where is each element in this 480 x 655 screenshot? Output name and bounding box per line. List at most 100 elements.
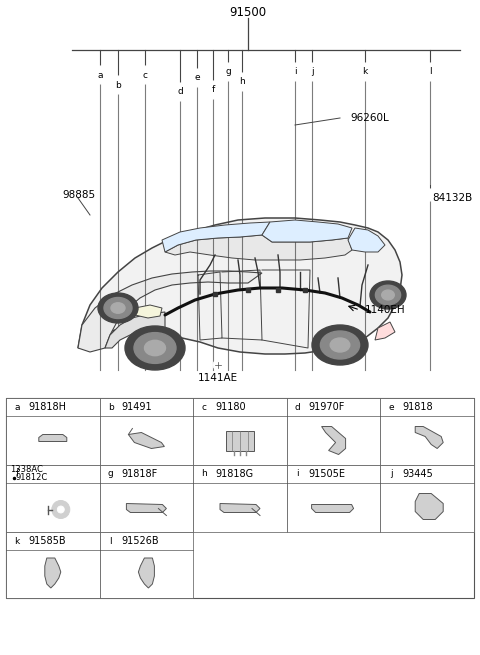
Text: f: f xyxy=(211,86,215,94)
Text: a: a xyxy=(14,403,20,411)
Ellipse shape xyxy=(111,303,125,313)
Bar xyxy=(193,398,287,465)
Text: 1338AC: 1338AC xyxy=(10,464,43,474)
Circle shape xyxy=(356,63,374,81)
Circle shape xyxy=(171,83,189,101)
Text: b: b xyxy=(115,81,121,90)
Circle shape xyxy=(197,400,211,414)
Polygon shape xyxy=(126,504,167,512)
Bar xyxy=(380,398,474,465)
Bar xyxy=(6,532,100,598)
Text: 91505E: 91505E xyxy=(309,469,346,479)
Polygon shape xyxy=(375,322,395,340)
Text: 91818F: 91818F xyxy=(121,469,158,479)
Text: k: k xyxy=(362,67,368,77)
Ellipse shape xyxy=(134,333,176,364)
Ellipse shape xyxy=(375,285,401,305)
Text: j: j xyxy=(311,67,313,77)
Text: h: h xyxy=(239,77,245,86)
Polygon shape xyxy=(415,493,443,519)
Bar xyxy=(287,398,380,465)
Text: 84132B: 84132B xyxy=(432,193,472,203)
Text: g: g xyxy=(225,67,231,77)
Text: f: f xyxy=(15,470,19,479)
Bar xyxy=(100,398,193,465)
Polygon shape xyxy=(348,228,385,252)
Polygon shape xyxy=(39,434,67,441)
Polygon shape xyxy=(415,426,443,449)
Text: e: e xyxy=(194,73,200,83)
Bar xyxy=(6,398,474,598)
Circle shape xyxy=(57,506,64,513)
Text: 91180: 91180 xyxy=(215,402,246,412)
Ellipse shape xyxy=(312,325,368,365)
Polygon shape xyxy=(165,235,352,260)
Text: a: a xyxy=(97,71,103,79)
Ellipse shape xyxy=(125,326,185,370)
Text: 91812C: 91812C xyxy=(16,474,48,483)
Text: 91500: 91500 xyxy=(229,5,266,18)
Polygon shape xyxy=(128,432,164,449)
Polygon shape xyxy=(138,558,155,588)
Text: e: e xyxy=(389,403,394,411)
Text: l: l xyxy=(429,67,432,77)
Text: j: j xyxy=(390,470,393,479)
Circle shape xyxy=(291,467,305,481)
Text: k: k xyxy=(14,536,20,546)
Text: 91970F: 91970F xyxy=(309,402,345,412)
Bar xyxy=(380,465,474,532)
Circle shape xyxy=(197,467,211,481)
Polygon shape xyxy=(220,504,260,512)
Circle shape xyxy=(213,360,223,370)
Text: 1141AE: 1141AE xyxy=(198,373,238,383)
Circle shape xyxy=(188,69,206,87)
Bar xyxy=(193,465,287,532)
Ellipse shape xyxy=(144,341,166,356)
Circle shape xyxy=(421,63,439,81)
Text: 98885: 98885 xyxy=(62,190,95,200)
Circle shape xyxy=(204,81,222,99)
Circle shape xyxy=(52,500,70,519)
Circle shape xyxy=(219,63,237,81)
Text: i: i xyxy=(297,470,299,479)
Circle shape xyxy=(104,467,118,481)
Bar xyxy=(287,465,380,532)
Text: g: g xyxy=(108,470,113,479)
Polygon shape xyxy=(162,222,270,252)
Text: l: l xyxy=(109,536,112,546)
Text: 96260L: 96260L xyxy=(350,113,389,123)
Polygon shape xyxy=(78,271,262,352)
Text: c: c xyxy=(202,403,207,411)
Text: i: i xyxy=(294,67,296,77)
Polygon shape xyxy=(135,305,162,318)
Circle shape xyxy=(233,73,251,91)
Circle shape xyxy=(384,400,398,414)
Text: 91818: 91818 xyxy=(402,402,433,412)
Circle shape xyxy=(303,63,321,81)
Text: 93445: 93445 xyxy=(402,469,433,479)
Ellipse shape xyxy=(98,293,138,323)
Circle shape xyxy=(136,66,154,84)
Text: 91491: 91491 xyxy=(121,402,152,412)
Circle shape xyxy=(104,400,118,414)
Ellipse shape xyxy=(382,290,394,300)
Ellipse shape xyxy=(330,338,350,352)
Text: 91585B: 91585B xyxy=(28,536,66,546)
Bar xyxy=(100,532,193,598)
Ellipse shape xyxy=(370,281,406,309)
Circle shape xyxy=(384,467,398,481)
Polygon shape xyxy=(322,426,346,455)
Polygon shape xyxy=(105,312,165,348)
Circle shape xyxy=(10,400,24,414)
Bar xyxy=(100,465,193,532)
Text: 1140EH: 1140EH xyxy=(365,305,406,315)
Text: d: d xyxy=(295,403,300,411)
Text: 91818H: 91818H xyxy=(28,402,66,412)
Circle shape xyxy=(291,400,305,414)
Bar xyxy=(6,465,100,532)
Bar xyxy=(6,398,100,465)
Circle shape xyxy=(109,76,127,94)
Polygon shape xyxy=(262,220,352,242)
Text: 91526B: 91526B xyxy=(121,536,159,546)
Circle shape xyxy=(104,534,118,548)
